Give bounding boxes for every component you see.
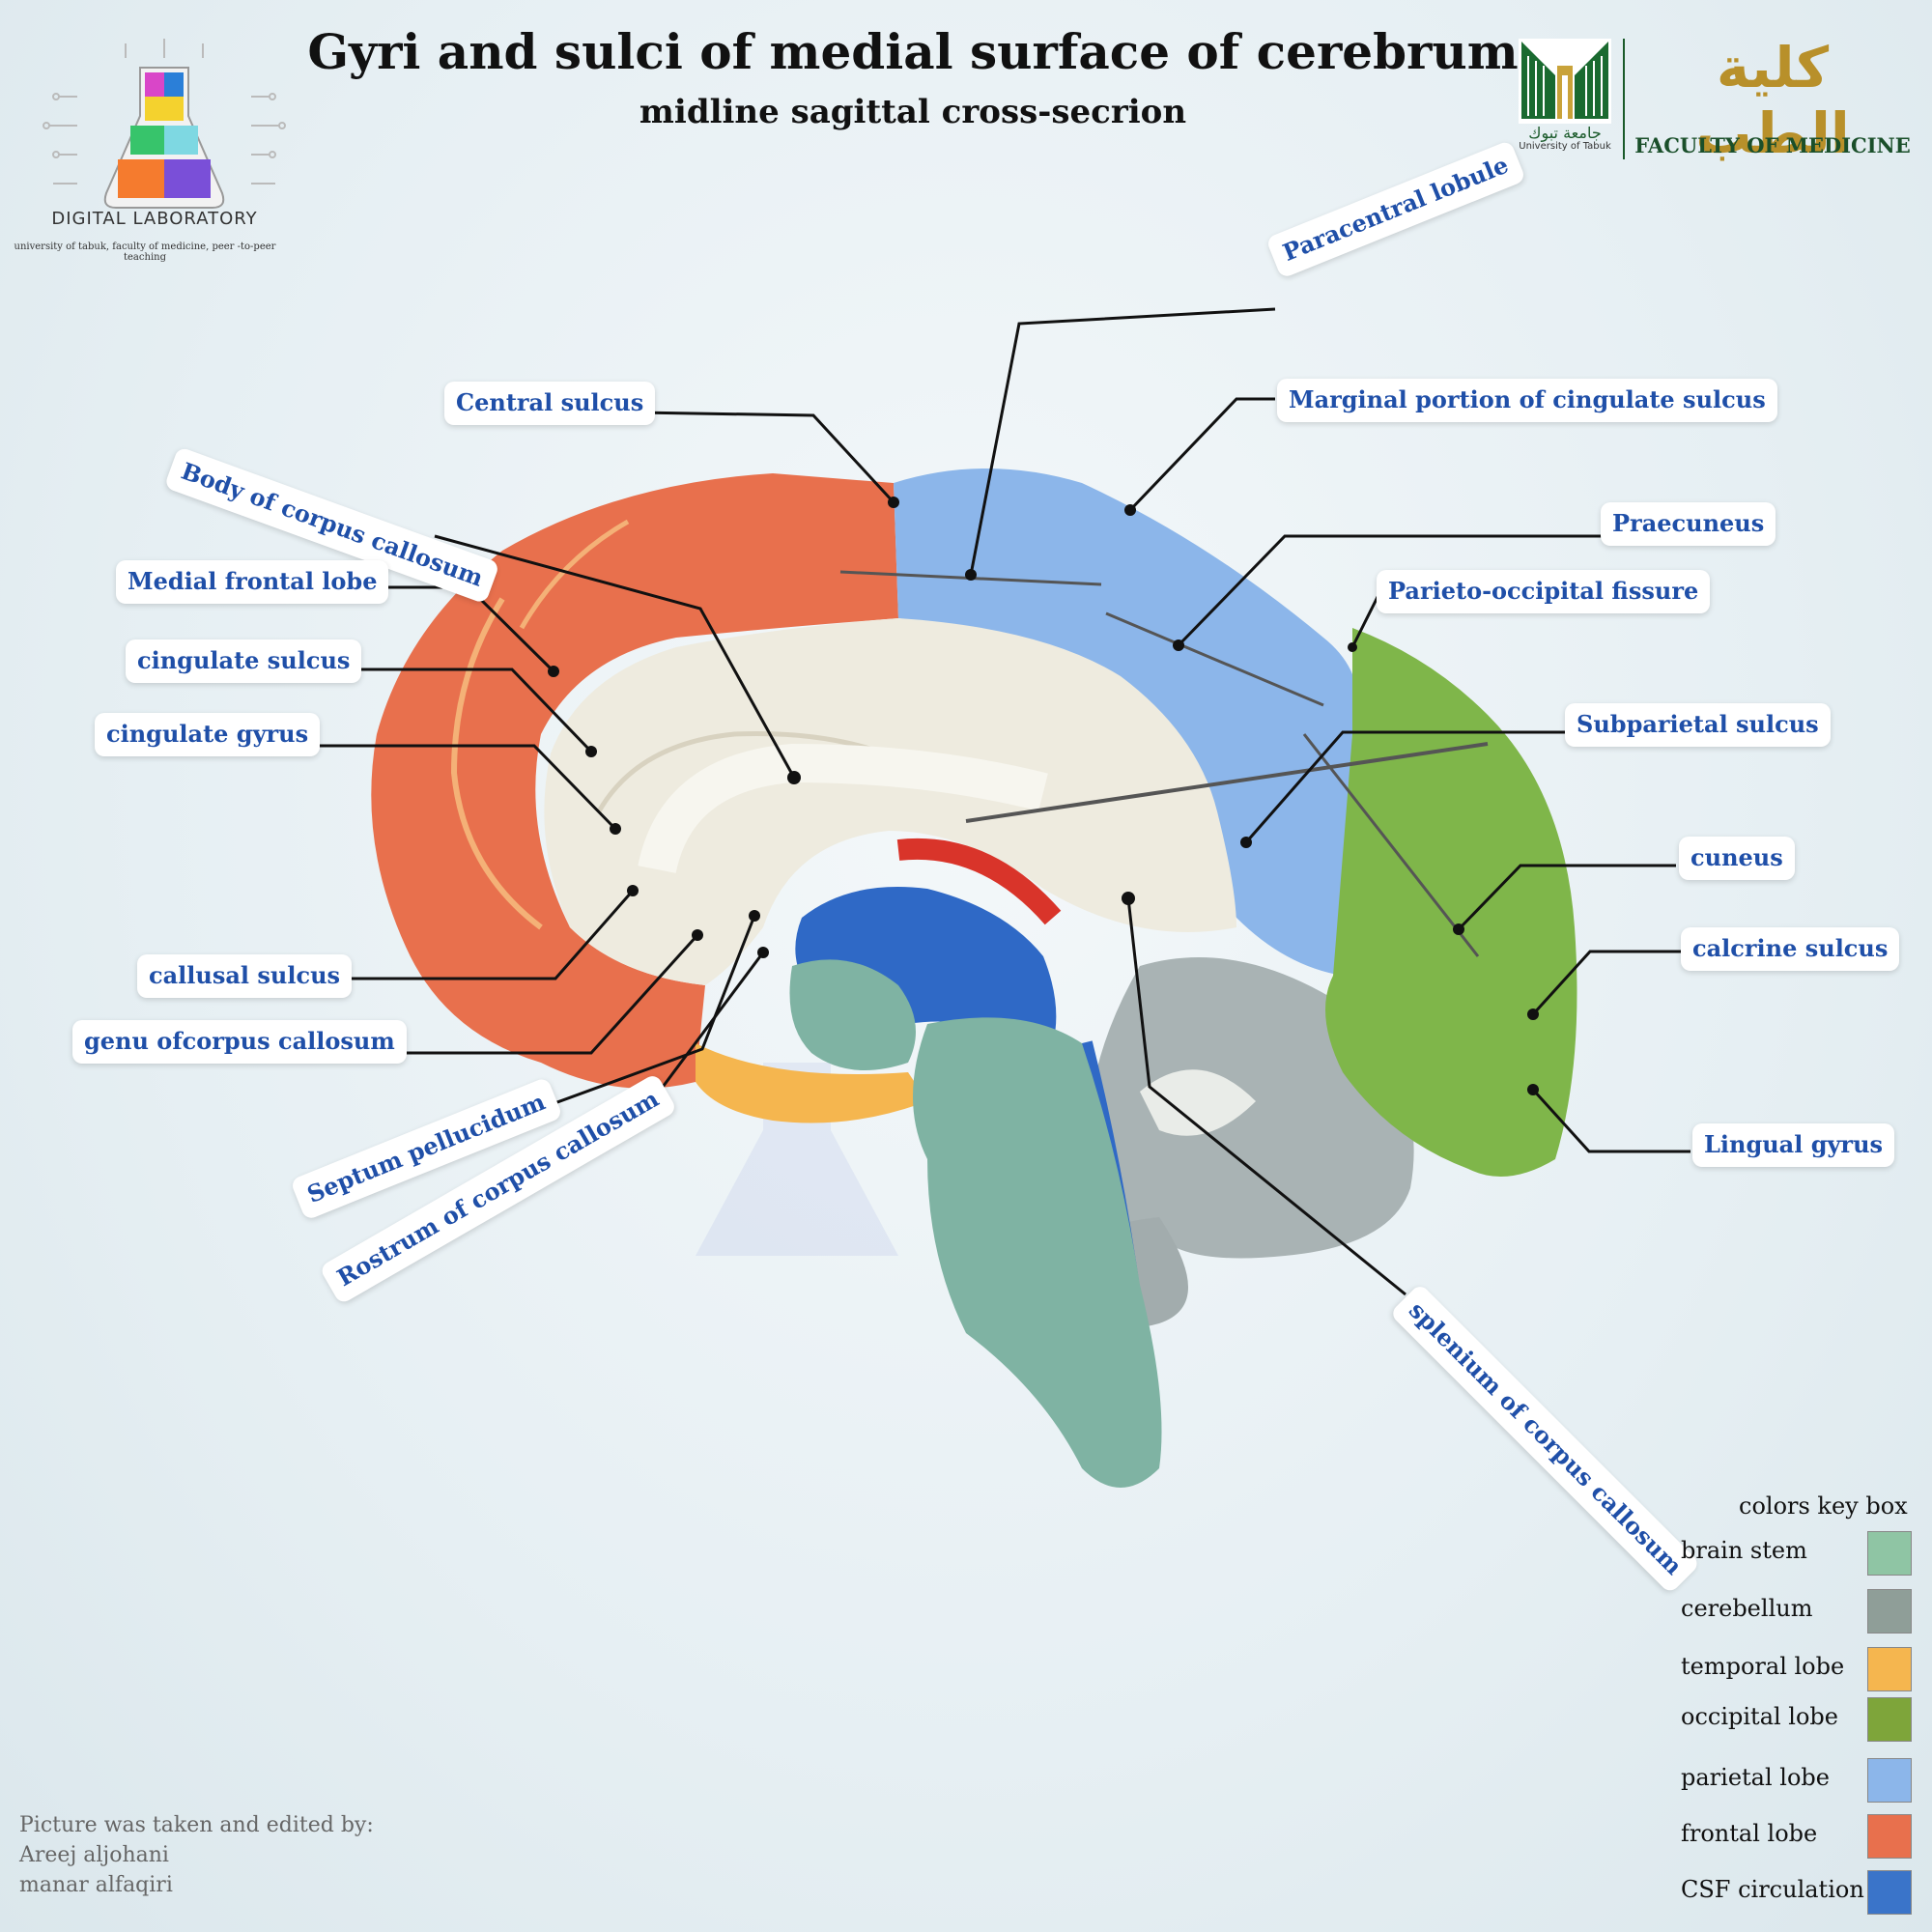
color-key-item: temporal lobe — [1681, 1647, 1913, 1693]
color-key-swatch — [1867, 1647, 1912, 1691]
label-cingulate-gyrus: cingulate gyrus — [95, 713, 320, 756]
color-key-swatch — [1867, 1531, 1912, 1576]
credits: Picture was taken and edited by: Areej a… — [19, 1810, 374, 1900]
color-key-title: colors key box — [1739, 1492, 1908, 1520]
color-key-label: brain stem — [1681, 1537, 1807, 1564]
label-cuneus: cuneus — [1679, 837, 1795, 880]
label-genu-corpus-callosum: genu ofcorpus callosum — [72, 1020, 407, 1064]
credits-line-1: Picture was taken and edited by: — [19, 1810, 374, 1840]
color-key-label: cerebellum — [1681, 1595, 1812, 1622]
color-key-swatch — [1867, 1814, 1912, 1859]
color-key-item: cerebellum — [1681, 1589, 1913, 1635]
color-key-item: parietal lobe — [1681, 1758, 1913, 1804]
color-key-swatch — [1867, 1870, 1912, 1915]
color-key-label: occipital lobe — [1681, 1703, 1838, 1730]
label-calcrine-sulcus: calcrine sulcus — [1681, 927, 1899, 971]
credits-line-2: Areej aljohani — [19, 1840, 374, 1870]
color-key-swatch — [1867, 1697, 1912, 1742]
label-callusal-sulcus: callusal sulcus — [137, 954, 352, 998]
color-key-label: CSF circulation — [1681, 1876, 1864, 1903]
leader-marginal-portion — [1130, 399, 1275, 510]
color-key-item: frontal lobe — [1681, 1814, 1913, 1861]
label-parieto-occipital-fissure: Parieto-occipital fissure — [1377, 570, 1710, 613]
label-central-sulcus: Central sulcus — [444, 382, 655, 425]
label-cingulate-sulcus: cingulate sulcus — [126, 639, 361, 683]
color-key-label: temporal lobe — [1681, 1653, 1844, 1680]
label-subparietal-sulcus: Subparietal sulcus — [1565, 703, 1831, 747]
color-key-swatch — [1867, 1589, 1912, 1634]
label-lingual-gyrus: Lingual gyrus — [1692, 1123, 1894, 1167]
color-key-label: frontal lobe — [1681, 1820, 1817, 1847]
label-praecuneus: Praecuneus — [1601, 502, 1776, 546]
color-key-item: occipital lobe — [1681, 1697, 1913, 1744]
label-marginal-portion: Marginal portion of cingulate sulcus — [1277, 379, 1777, 422]
color-key-item: CSF circulation — [1681, 1870, 1913, 1917]
credits-line-3: manar alfaqiri — [19, 1870, 374, 1900]
color-key-swatch — [1867, 1758, 1912, 1803]
color-key-label: parietal lobe — [1681, 1764, 1830, 1791]
occipital-lobe-region — [1325, 628, 1577, 1177]
color-key-item: brain stem — [1681, 1531, 1913, 1577]
label-medial-frontal-lobe: Medial frontal lobe — [116, 560, 388, 604]
